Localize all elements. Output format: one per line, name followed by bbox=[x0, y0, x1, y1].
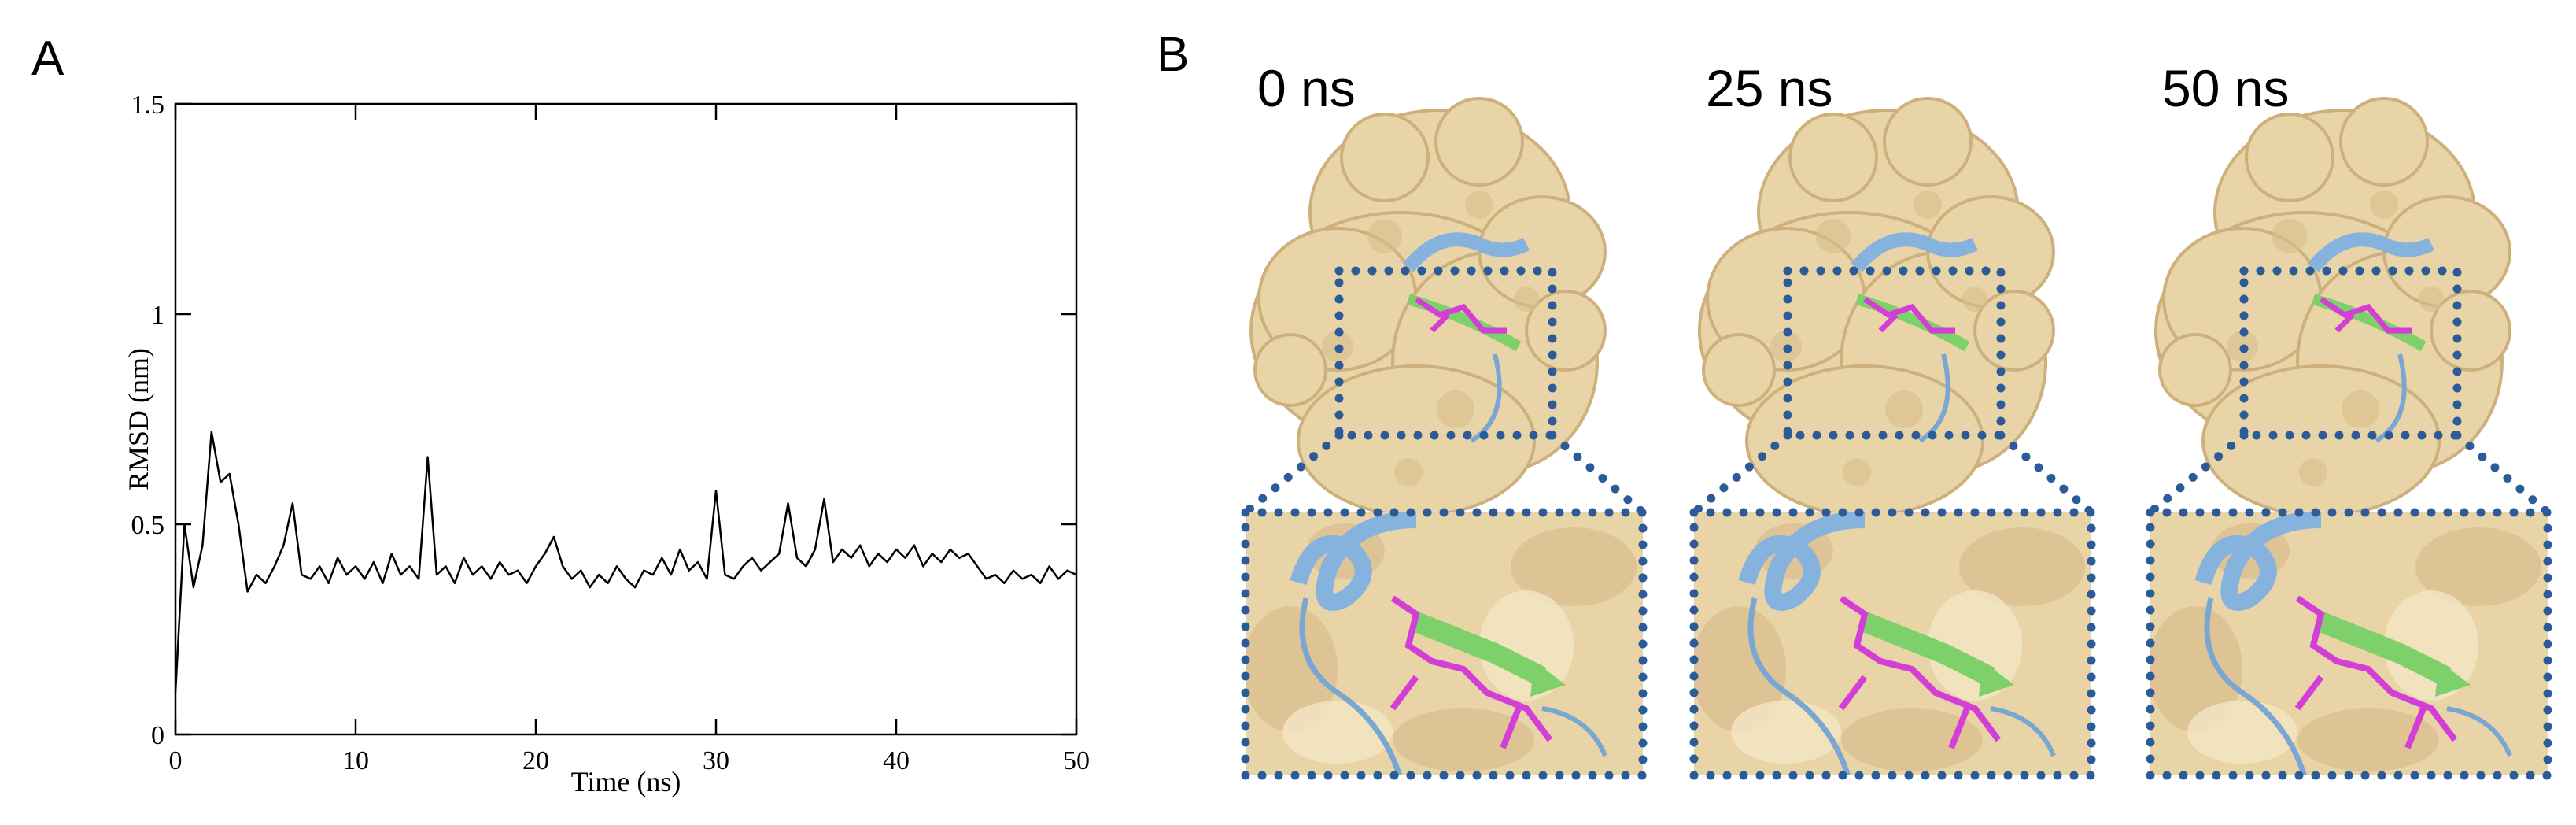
snapshot-label: 25 ns bbox=[1706, 59, 1832, 117]
y-tick-label: 0 bbox=[151, 721, 164, 750]
plot-frame bbox=[174, 102, 1078, 736]
x-tick-label: 10 bbox=[342, 746, 369, 775]
y-axis-label: RMSD (nm) bbox=[123, 348, 154, 490]
y-tick-label: 1 bbox=[151, 301, 164, 330]
snapshots: 0 ns 25 ns 50 ns bbox=[1243, 59, 2548, 779]
x-tick-label: 40 bbox=[883, 746, 910, 775]
x-tick-label: 20 bbox=[522, 746, 549, 775]
y-tick-label: 1.5 bbox=[131, 91, 165, 120]
x-tick-label: 30 bbox=[703, 746, 729, 775]
structure-snapshot bbox=[2148, 98, 2548, 779]
panel-label: A bbox=[31, 31, 65, 86]
structure-snapshot bbox=[1243, 98, 1643, 779]
snapshot-label: 0 ns bbox=[1257, 59, 1356, 117]
snapshot-label: 50 ns bbox=[2162, 59, 2289, 117]
x-axis-label: Time (ns) bbox=[571, 766, 681, 797]
x-tick-label: 0 bbox=[169, 746, 183, 775]
rmsd-line bbox=[174, 431, 1077, 693]
x-tick-label: 50 bbox=[1063, 746, 1090, 775]
y-tick-label: 0.5 bbox=[131, 511, 165, 540]
panel-label: B bbox=[1157, 28, 1189, 82]
structure-snapshot bbox=[1692, 98, 2091, 779]
